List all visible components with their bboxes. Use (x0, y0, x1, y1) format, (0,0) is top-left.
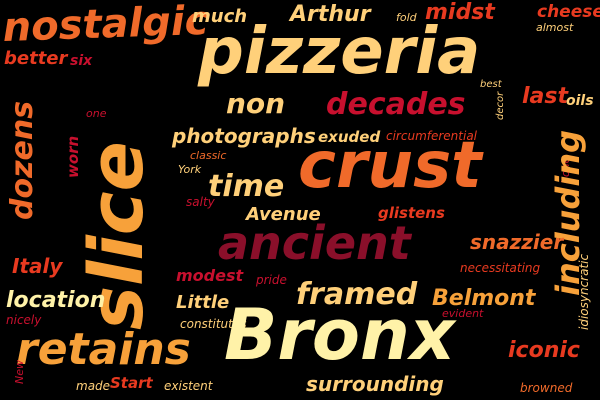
word-evident: evident (442, 307, 484, 320)
word-new: New (13, 360, 26, 384)
word-modest: modest (176, 266, 244, 285)
word-pride: pride (256, 273, 287, 287)
word-bronx: Bronx (224, 294, 455, 376)
word-iconic: iconic (508, 338, 580, 363)
word-exuded: exuded (318, 128, 381, 146)
word-necessitating: necessitating (460, 261, 541, 275)
word-dozens: decades (326, 87, 466, 122)
word-glistens: glistens (378, 204, 445, 222)
word-better: better (4, 48, 68, 69)
word-location: location (6, 288, 106, 313)
word-decor: dozens (5, 100, 40, 220)
word-retains: retains (16, 324, 191, 375)
word-non: decor (495, 91, 506, 120)
word-salty: salty (186, 195, 215, 209)
word-nostalgic: nostalgic (1, 0, 210, 51)
word-crust: crust (298, 129, 482, 203)
word-italy: Italy (12, 254, 63, 278)
word-worn: non (226, 87, 286, 120)
word-last: last (522, 84, 568, 109)
word-idiosyncratic: idiosyncratic (577, 253, 591, 330)
word-arthur: Arthur (290, 2, 371, 27)
word-cheese: cheese (537, 2, 600, 22)
word-almost: almost (536, 21, 574, 34)
word-nicely: nicely (6, 313, 42, 327)
word-pizzeria: pizzeria (198, 15, 481, 89)
word-snazzier: snazzier (470, 230, 564, 254)
word-midst: midst (425, 0, 495, 25)
word-six: six (70, 53, 93, 69)
word-avenue: Avenue (246, 204, 321, 225)
word-belmont: Belmont (432, 286, 536, 311)
word-york: York (178, 163, 202, 176)
word-circumferential: circumferential (386, 129, 478, 143)
word-oils: oils (566, 93, 594, 109)
word-constitutes: constitutes (180, 317, 247, 331)
word-browned: browned (520, 381, 573, 395)
word-made: made (76, 379, 111, 393)
word-surrounding: surrounding (306, 372, 444, 396)
word-fold: fold (396, 11, 417, 24)
word-much: much (192, 6, 248, 27)
word-start: Start (110, 374, 153, 392)
word-little: Little (176, 292, 230, 313)
word-one: one (86, 107, 107, 120)
word-time: time (208, 169, 285, 204)
word-ancient: ancient (218, 216, 411, 270)
word-photographs: photographs (172, 124, 316, 148)
word-classic: classic (190, 149, 227, 162)
word-existent: existent (164, 379, 213, 393)
word-framed: framed (296, 277, 418, 312)
word-decades: worn (64, 135, 82, 178)
word-best: best (480, 79, 502, 90)
